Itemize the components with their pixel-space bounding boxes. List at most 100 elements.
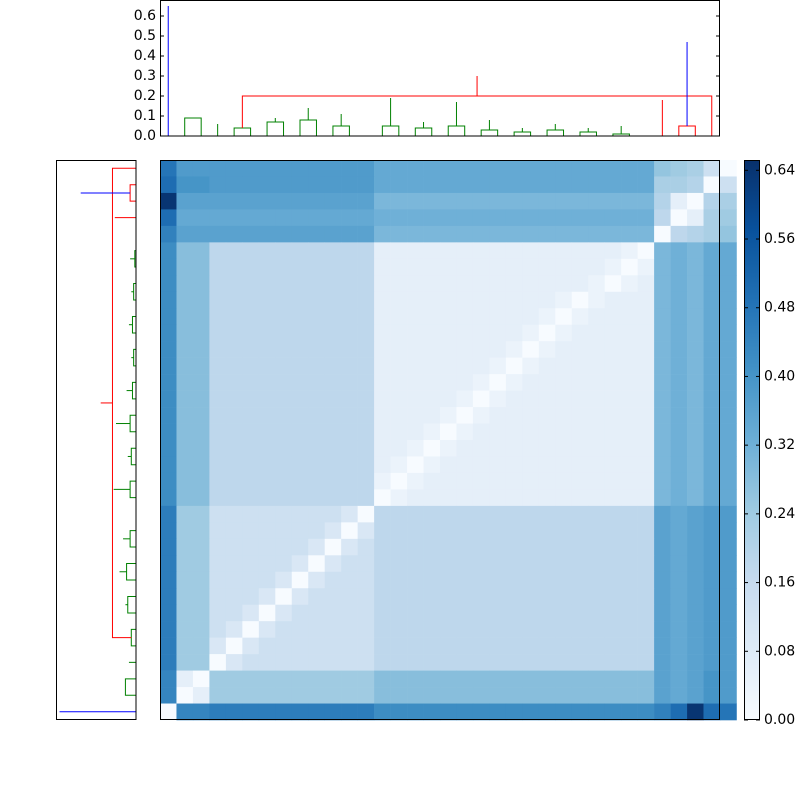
heatmap-cell — [374, 423, 391, 441]
heatmap-cell — [670, 308, 688, 326]
heatmap-cell — [456, 472, 474, 490]
heatmap-cell — [489, 472, 507, 490]
heatmap-cell — [555, 242, 573, 260]
heatmap-cell — [604, 571, 622, 589]
heatmap-cell — [291, 456, 309, 474]
heatmap-cell — [160, 160, 177, 177]
heatmap-cell — [423, 456, 441, 474]
heatmap-cell — [423, 522, 441, 540]
heatmap-cell — [374, 407, 391, 424]
heatmap-cell — [357, 160, 375, 177]
heatmap-cell — [374, 324, 391, 342]
heatmap-cell — [687, 258, 704, 276]
heatmap-cell — [160, 176, 177, 194]
heatmap-cell — [621, 489, 638, 507]
heatmap-cell — [555, 604, 573, 622]
left-link — [124, 678, 136, 696]
heatmap-cell — [604, 357, 622, 375]
heatmap-cell — [538, 209, 556, 227]
heatmap-cell — [621, 390, 638, 408]
heatmap-cell — [588, 324, 606, 342]
heatmap-cell — [225, 341, 243, 358]
heatmap-cell — [489, 571, 507, 589]
heatmap-cell — [176, 407, 194, 424]
heatmap-cell — [440, 472, 457, 490]
heatmap-cell — [341, 176, 358, 194]
heatmap-cell — [324, 670, 342, 688]
heatmap-cell — [555, 423, 573, 441]
heatmap-cell — [654, 703, 671, 721]
heatmap-cell — [242, 275, 260, 293]
heatmap-cell — [703, 160, 721, 177]
heatmap-cell — [242, 258, 260, 276]
heatmap-cell — [440, 555, 457, 573]
heatmap-cell — [390, 555, 408, 573]
heatmap-cell — [637, 275, 655, 293]
heatmap-cell — [357, 703, 375, 721]
heatmap-cell — [588, 522, 606, 540]
heatmap-cell — [242, 176, 260, 194]
heatmap-cell — [703, 588, 721, 606]
heatmap-cell — [456, 654, 474, 671]
heatmap-cell — [489, 440, 507, 457]
heatmap-cell — [176, 472, 194, 490]
heatmap-cell — [703, 390, 721, 408]
heatmap-cell — [341, 687, 358, 704]
heatmap-cell — [308, 604, 326, 622]
heatmap-cell — [489, 341, 507, 358]
heatmap-cell — [160, 621, 177, 638]
heatmap-cell — [341, 341, 358, 358]
heatmap-cell — [703, 670, 721, 688]
heatmap-cell — [374, 192, 391, 210]
heatmap-cell — [291, 407, 309, 424]
heatmap-cell — [505, 687, 523, 704]
heatmap-cell — [687, 390, 704, 408]
heatmap-cell — [291, 621, 309, 638]
heatmap-cell — [407, 407, 424, 424]
heatmap-cell — [588, 209, 606, 227]
left-link — [126, 563, 136, 581]
heatmap-cell — [522, 440, 540, 457]
heatmap-cell — [225, 423, 243, 441]
heatmap-cell — [522, 472, 540, 490]
heatmap-cell — [258, 440, 276, 457]
heatmap-cell — [621, 522, 638, 540]
heatmap-cell — [472, 308, 490, 326]
heatmap-cell — [423, 176, 441, 194]
heatmap-cell — [225, 555, 243, 573]
heatmap-cell — [571, 670, 589, 688]
heatmap-cell — [242, 291, 260, 309]
heatmap-cell — [555, 472, 573, 490]
heatmap-cell — [440, 637, 457, 655]
heatmap-cell — [637, 225, 655, 243]
heatmap-cell — [538, 637, 556, 655]
heatmap-cell — [308, 637, 326, 655]
heatmap-cell — [505, 522, 523, 540]
heatmap-cell — [225, 472, 243, 490]
heatmap-cell — [505, 242, 523, 260]
heatmap-cell — [324, 423, 342, 441]
heatmap-cell — [670, 440, 688, 457]
heatmap-cell — [621, 209, 638, 227]
heatmap-cell — [505, 571, 523, 589]
heatmap-cell — [440, 604, 457, 622]
heatmap-cell — [472, 604, 490, 622]
heatmap-cell — [604, 407, 622, 424]
heatmap-cell — [720, 291, 737, 309]
heatmap-cell — [308, 341, 326, 358]
heatmap-cell — [209, 472, 227, 490]
heatmap-cell — [324, 308, 342, 326]
heatmap-cell — [390, 390, 408, 408]
heatmap-cell — [505, 192, 523, 210]
heatmap-cell — [505, 209, 523, 227]
heatmap-cell — [571, 225, 589, 243]
heatmap-cell — [357, 258, 375, 276]
heatmap-cell — [670, 341, 688, 358]
heatmap-cell — [423, 621, 441, 638]
heatmap-cell — [637, 687, 655, 704]
heatmap-cell — [670, 374, 688, 391]
heatmap-cell — [489, 192, 507, 210]
heatmap-cell — [308, 538, 326, 556]
heatmap-cell — [472, 687, 490, 704]
heatmap-cell — [192, 242, 210, 260]
